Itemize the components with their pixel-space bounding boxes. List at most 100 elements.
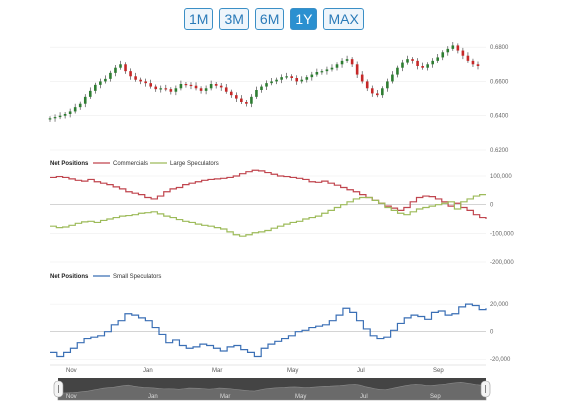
candle [310,74,314,78]
candle [99,81,102,85]
candle [375,93,379,96]
candle [114,67,117,73]
candle [280,77,283,80]
candle [149,83,153,87]
candle [169,89,173,92]
candle [315,72,319,75]
range-max-button[interactable]: MAX [323,8,364,30]
candle [159,88,163,90]
candle [260,86,263,90]
candle [275,79,278,82]
candle [300,79,304,82]
candle [285,76,288,78]
range-1m-button[interactable]: 1M [184,8,214,30]
candle [386,81,389,89]
large-speculators-line [50,194,486,237]
month-label: Mar [212,368,222,374]
navigator-month-label: May [295,394,306,400]
candle [104,78,107,82]
month-label: Sep [433,368,444,374]
small-y-tick: -20,000 [490,357,511,363]
candle [365,81,369,89]
small-y-tick: 20,000 [490,302,509,308]
candle [340,60,344,65]
candle [214,84,218,86]
navigator-month-label: Jan [148,394,158,400]
candle [396,67,399,75]
candle [209,84,213,89]
range-selector: 1M 3M 6M 1Y MAX [184,8,364,30]
candle [68,111,72,114]
net-positions-label-1: Net Positions [50,161,89,167]
navigator-month-label: Nov [66,394,77,400]
candle [305,77,309,80]
candle [184,84,188,86]
candle [164,88,168,90]
candle [325,69,329,72]
candle [295,78,299,82]
candle [83,96,87,104]
candle [63,114,67,116]
candle [360,74,364,82]
candle [199,88,203,91]
candle [58,115,62,118]
month-label: Jan [143,368,153,374]
month-label: Jul [357,368,365,374]
candle [476,64,480,66]
candle [411,59,414,61]
candle [416,60,419,66]
candle [255,90,258,97]
candle [134,76,137,80]
net-y-tick: 0 [490,203,494,209]
navigator-series [57,382,487,401]
candle [426,64,429,68]
net-y-tick: 100,000 [490,174,512,180]
small-y-tick: 0 [490,330,494,336]
candle [235,95,238,99]
candle [245,102,248,104]
legend-small-speculators[interactable]: Small Speculators [113,274,161,280]
candle [421,66,424,68]
legend-commercials[interactable]: Commercials [113,161,148,167]
candle [406,59,409,63]
month-label: Nov [66,368,77,374]
candle [179,84,183,89]
candle [189,84,193,87]
candle [204,88,208,91]
candle [139,79,142,82]
range-3m-button[interactable]: 3M [219,8,249,30]
candle [401,62,404,68]
net-y-tick: -100,000 [490,231,514,237]
range-1y-button[interactable]: 1Y [290,8,318,30]
navigator-month-label: Mar [220,394,230,400]
candle [53,117,57,119]
candle [88,90,92,97]
price-y-tick: 0.6600 [490,79,509,85]
candle [461,50,465,56]
net-positions-panel: Net Positions Commercials Large Speculat… [50,161,514,266]
candle [240,98,243,102]
price-y-tick: 0.6800 [490,45,509,51]
candle [451,45,455,49]
candle [219,85,223,88]
candle [174,88,178,92]
candle [471,60,475,65]
candle [265,83,268,87]
candle [466,55,470,61]
candle [370,88,374,94]
candle [73,107,77,112]
small-speculators-panel: Net Positions Small Speculators 20,000 0 -… [50,274,511,363]
navigator: Nov Jan Mar May Jul Sep [53,378,491,401]
candle [229,91,233,96]
range-6m-button[interactable]: 6M [254,8,285,30]
candle [144,81,147,84]
month-label: May [287,368,298,374]
navigator-month-label: Jul [360,394,368,400]
candle [345,59,349,61]
candle [270,81,273,84]
legend-large-speculators[interactable]: Large Speculators [170,161,219,167]
candle [94,84,97,91]
candle [381,88,384,96]
candle [78,103,82,108]
